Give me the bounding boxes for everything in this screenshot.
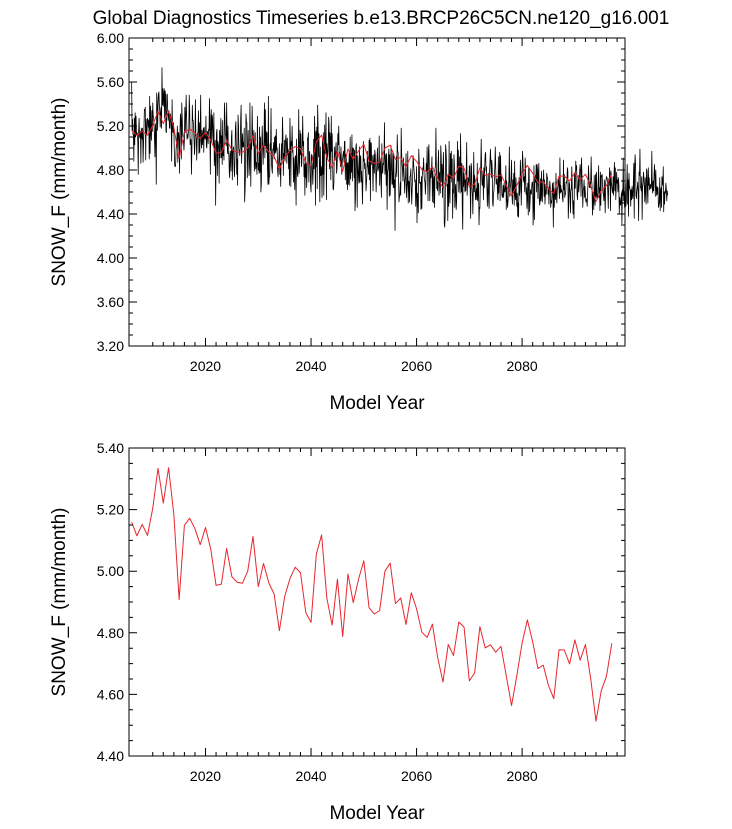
ticks-group-top (129, 37, 625, 347)
plot-frame-bottom (128, 447, 626, 757)
ytick-label-top-0: 3.20 (97, 338, 124, 354)
xtick-label-bottom-0: 2020 (190, 768, 221, 784)
ytick-labels-bottom: 4.40 4.60 4.80 5.00 5.20 5.40 (97, 440, 124, 764)
ytick-label-bottom-0: 4.40 (97, 748, 124, 764)
ytick-label-bottom-1: 4.60 (97, 686, 124, 702)
ticks-group-bottom (129, 447, 625, 757)
xtick-label-top-3: 2080 (507, 358, 538, 374)
ytick-label-bottom-3: 5.00 (97, 563, 124, 579)
chart-title: Global Diagnostics Timeseries b.e13.BRCP… (93, 8, 670, 29)
ytick-label-top-3: 4.40 (97, 206, 124, 222)
ytick-label-top-5: 5.20 (97, 118, 124, 134)
y-axis-label-bottom: SNOW_F (mm/month) (49, 508, 70, 697)
y-axis-label-top: SNOW_F (mm/month) (49, 98, 70, 287)
ytick-label-top-2: 4.00 (97, 250, 124, 266)
xtick-label-top-2: 2060 (401, 358, 432, 374)
chart-bottom: 4.40 4.60 4.80 5.00 5.20 5.40 2020 2040 2060 208… (49, 440, 626, 824)
ytick-labels-top: 3.20 3.60 4.00 4.40 4.80 5.20 5.60 6.00 (97, 30, 124, 354)
ytick-label-top-7: 6.00 (97, 30, 124, 46)
ytick-label-bottom-4: 5.20 (97, 502, 124, 518)
x-axis-label-bottom: Model Year (329, 803, 425, 824)
series-line-bottom-0 (131, 467, 613, 722)
xtick-label-top-1: 2040 (295, 358, 326, 374)
series-line-top-1 (131, 110, 613, 203)
ytick-label-bottom-2: 4.80 (97, 625, 124, 641)
xtick-labels-top: 2020 2040 2060 2080 (190, 358, 538, 374)
ytick-label-top-6: 5.60 (97, 74, 124, 90)
xtick-labels-bottom: 2020 2040 2060 2080 (190, 768, 538, 784)
xtick-label-top-0: 2020 (190, 358, 221, 374)
series-group-top (131, 67, 669, 231)
ytick-label-bottom-5: 5.40 (97, 440, 124, 456)
xtick-label-bottom-1: 2040 (295, 768, 326, 784)
xtick-label-bottom-2: 2060 (401, 768, 432, 784)
x-axis-label-top: Model Year (329, 393, 425, 414)
xtick-label-bottom-3: 2080 (507, 768, 538, 784)
tick-marks-top (129, 37, 625, 347)
ytick-label-top-4: 4.80 (97, 162, 124, 178)
series-group-bottom (131, 467, 613, 722)
ytick-label-top-1: 3.60 (97, 294, 124, 310)
chart-top: 3.20 3.60 4.00 4.40 4.80 5.20 5.60 6.00 2020 204… (49, 30, 669, 414)
series-line-top-0 (131, 67, 669, 231)
tick-marks-bottom (129, 447, 625, 757)
